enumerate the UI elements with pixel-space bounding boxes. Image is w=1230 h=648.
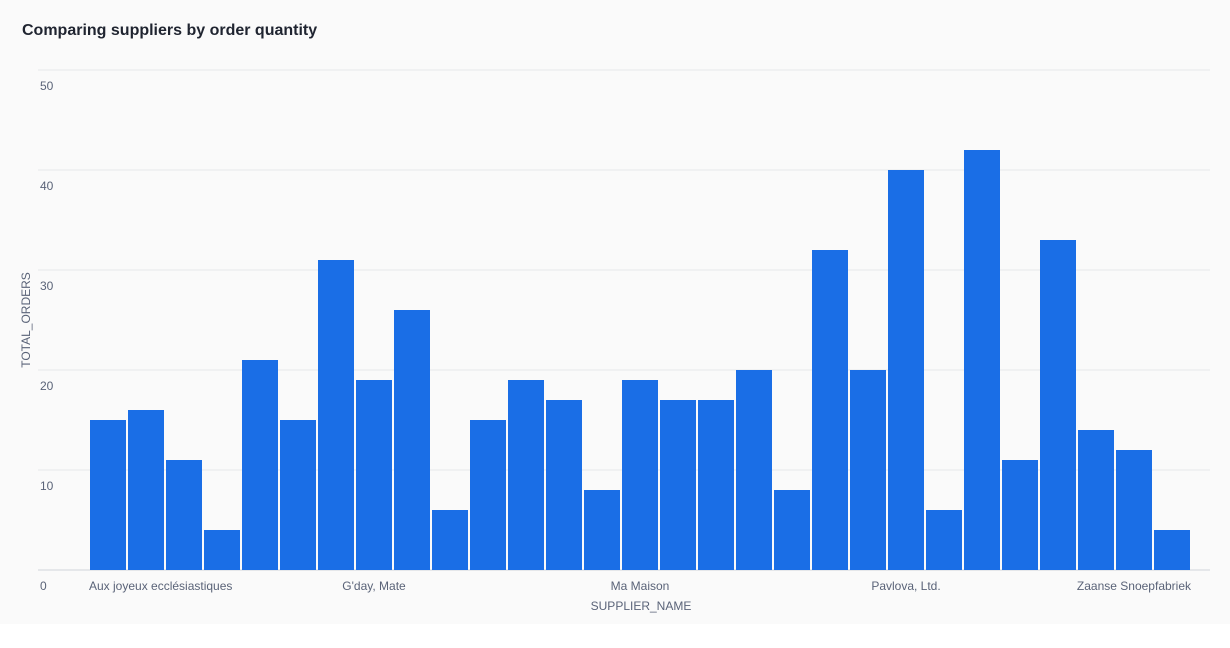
bar	[508, 380, 544, 570]
x-tick-label: Pavlova, Ltd.	[871, 579, 940, 593]
bar	[812, 250, 848, 570]
bar	[242, 360, 278, 570]
bar	[356, 380, 392, 570]
bar	[926, 510, 962, 570]
x-axis-label: SUPPLIER_NAME	[591, 599, 692, 613]
bar	[774, 490, 810, 570]
bar	[660, 400, 696, 570]
bar	[204, 530, 240, 570]
bar	[736, 370, 772, 570]
bar	[470, 420, 506, 570]
bar	[546, 400, 582, 570]
y-tick-label: 50	[40, 79, 54, 93]
bar	[318, 260, 354, 570]
y-tick-label: 0	[40, 579, 47, 593]
bar	[888, 170, 924, 570]
bar	[964, 150, 1000, 570]
bar	[128, 410, 164, 570]
bar	[1078, 430, 1114, 570]
y-tick-label: 40	[40, 179, 54, 193]
bar	[1002, 460, 1038, 570]
x-tick-label: Aux joyeux ecclésiastiques	[89, 579, 232, 593]
y-tick-label: 10	[40, 479, 54, 493]
x-tick-label: Zaanse Snoepfabriek	[1077, 579, 1192, 593]
bar	[280, 420, 316, 570]
bar	[1116, 450, 1152, 570]
bar	[90, 420, 126, 570]
bar	[698, 400, 734, 570]
bar	[850, 370, 886, 570]
x-tick-label: Ma Maison	[611, 579, 670, 593]
bar	[1154, 530, 1190, 570]
bar	[584, 490, 620, 570]
y-tick-label: 20	[40, 379, 54, 393]
y-axis-label: TOTAL_ORDERS	[19, 272, 33, 368]
bar	[394, 310, 430, 570]
bar	[166, 460, 202, 570]
bar	[432, 510, 468, 570]
chart-title: Comparing suppliers by order quantity	[22, 22, 317, 39]
bar	[622, 380, 658, 570]
bar	[1040, 240, 1076, 570]
x-tick-label: G'day, Mate	[342, 579, 406, 593]
y-tick-label: 30	[40, 279, 54, 293]
